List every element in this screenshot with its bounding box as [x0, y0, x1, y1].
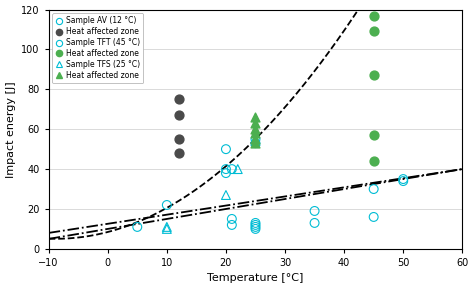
- Point: [222, 193, 230, 197]
- Point: [175, 113, 182, 118]
- Point: [400, 177, 407, 181]
- Point: [175, 137, 182, 142]
- Point: [252, 221, 259, 225]
- Point: [175, 97, 182, 102]
- Point: [163, 225, 171, 229]
- Point: [163, 227, 171, 231]
- Point: [370, 133, 377, 138]
- Legend: Sample AV (12 °C), Heat affected zone, Sample TFT (45 °C), Heat affected zone, S: Sample AV (12 °C), Heat affected zone, S…: [53, 13, 144, 83]
- Point: [252, 137, 259, 142]
- Point: [252, 141, 259, 145]
- Point: [370, 215, 377, 219]
- Point: [175, 151, 182, 155]
- X-axis label: Temperature [°C]: Temperature [°C]: [207, 273, 304, 284]
- Point: [222, 171, 230, 175]
- Point: [370, 29, 377, 34]
- Point: [222, 167, 230, 171]
- Point: [252, 139, 259, 143]
- Point: [228, 167, 236, 171]
- Point: [311, 221, 319, 225]
- Point: [228, 223, 236, 227]
- Point: [370, 187, 377, 191]
- Point: [222, 147, 230, 151]
- Point: [234, 167, 242, 171]
- Point: [163, 203, 171, 207]
- Point: [252, 141, 259, 145]
- Point: [370, 159, 377, 163]
- Point: [252, 121, 259, 125]
- Point: [370, 73, 377, 78]
- Y-axis label: Impact energy [J]: Impact energy [J]: [6, 81, 16, 177]
- Point: [252, 227, 259, 231]
- Point: [311, 209, 319, 213]
- Point: [252, 225, 259, 229]
- Point: [400, 179, 407, 183]
- Point: [228, 217, 236, 221]
- Point: [252, 115, 259, 120]
- Point: [134, 225, 141, 229]
- Point: [252, 223, 259, 227]
- Point: [252, 137, 259, 142]
- Point: [370, 13, 377, 18]
- Point: [252, 127, 259, 131]
- Point: [252, 131, 259, 136]
